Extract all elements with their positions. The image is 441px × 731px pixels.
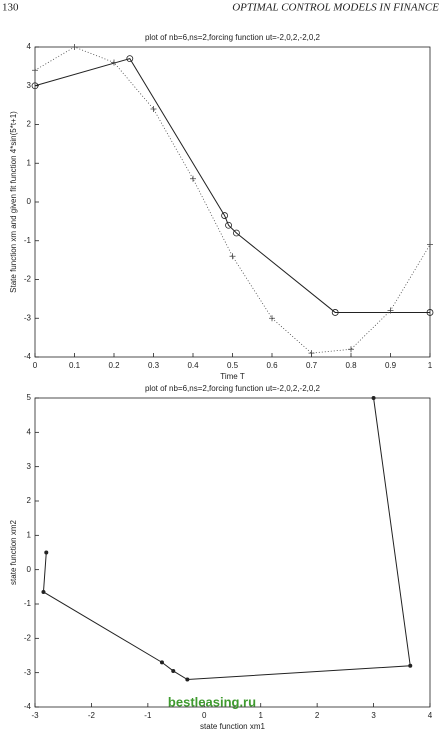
point-marker [31,82,39,90]
x-tick-label: 1 [258,711,263,720]
point-marker [308,350,315,357]
y-tick-label: 1 [27,530,32,539]
point-marker [426,309,434,316]
y-tick-label: -3 [24,668,32,677]
y-tick-label: -4 [24,352,32,361]
plot-frame [34,46,431,358]
point-marker [71,44,78,50]
point-marker [159,660,164,665]
point-marker [371,396,376,400]
page-number: 130 [2,2,19,14]
y-axis-label: State function xm and given fit function… [9,111,18,293]
series-line [42,397,411,681]
point-marker [32,67,38,74]
y-tick-label: 0 [27,565,32,574]
point-marker [269,315,275,322]
x-tick-label: 0 [33,361,38,370]
point-marker [44,550,49,555]
x-tick-label: -2 [88,711,96,720]
y-tick-label: 3 [27,81,32,90]
x-tick-label: 1 [428,361,433,370]
x-axis-label: Time T [220,372,245,381]
point-marker [233,229,240,237]
watermark: bestleasing.ru [168,694,256,709]
x-tick-label: 0.5 [227,361,239,370]
point-marker [348,346,354,353]
x-axis-label: state function xm1 [200,722,265,731]
y-tick-label: -1 [24,236,32,245]
point-marker [387,307,394,314]
plot-frame [34,397,431,708]
y-tick-label: -2 [24,633,32,642]
point-marker [126,55,134,63]
x-tick-label: 4 [428,711,433,720]
x-tick-label: 0.3 [148,361,160,370]
point-marker [41,589,46,594]
point-marker [111,59,117,66]
point-marker [185,677,190,682]
point-marker [225,221,232,229]
y-tick-label: 0 [27,197,32,206]
y-tick-label: 3 [27,462,32,471]
x-tick-label: 0.9 [385,361,397,370]
point-marker [331,309,339,316]
chart-title: plot of nb=6,ns=2,forcing function ut=-2… [145,384,321,393]
x-tick-label: 0.6 [266,361,278,370]
y-tick-label: -1 [24,599,32,608]
x-tick-label: 3 [371,711,376,720]
point-marker [427,241,433,248]
point-marker [408,663,413,668]
x-tick-label: -1 [144,711,152,720]
point-marker [229,253,236,260]
y-tick-label: -2 [24,275,32,284]
y-tick-label: 4 [27,42,32,51]
point-marker [150,106,157,112]
x-tick-label: 0.7 [306,361,318,370]
y-tick-label: 2 [27,496,32,505]
x-tick-label: -3 [31,711,39,720]
point-marker [221,212,229,219]
point-marker [171,668,176,673]
point-marker [190,175,196,182]
x-tick-label: 0.1 [69,361,81,370]
chart-title: plot of nb=6,ns=2,forcing function ut=-2… [145,33,321,42]
y-tick-label: -3 [24,313,32,322]
series-line [34,46,431,354]
x-tick-label: 0 [202,711,207,720]
x-tick-label: 0.2 [108,361,120,370]
y-tick-label: 2 [27,120,32,129]
y-tick-label: 1 [27,158,32,167]
series-line [34,58,430,313]
y-tick-label: 5 [27,393,32,402]
x-tick-label: 0.8 [345,361,357,370]
running-title: OPTIMAL CONTROL MODELS IN FINANCE [232,2,439,14]
y-tick-label: -4 [24,702,32,711]
x-tick-label: 0.4 [187,361,199,370]
y-tick-label: 4 [27,427,32,436]
x-tick-label: 2 [315,711,320,720]
y-axis-label: state function xm2 [9,519,18,584]
